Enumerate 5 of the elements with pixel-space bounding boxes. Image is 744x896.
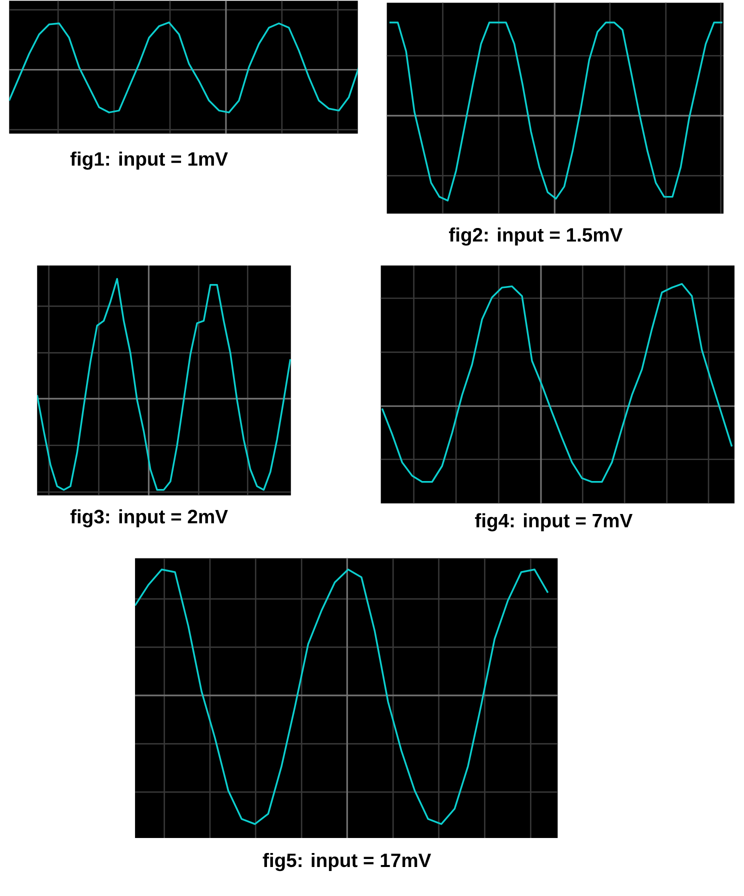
text: fig4: input = 7mV [474, 513, 632, 532]
text: fig5: input = 17mV [262, 852, 431, 872]
text: fig1: input = 1mV [70, 152, 228, 170]
text: fig2: input = 1.5mV [448, 228, 622, 246]
text: fig3: input = 2mV [70, 509, 228, 528]
